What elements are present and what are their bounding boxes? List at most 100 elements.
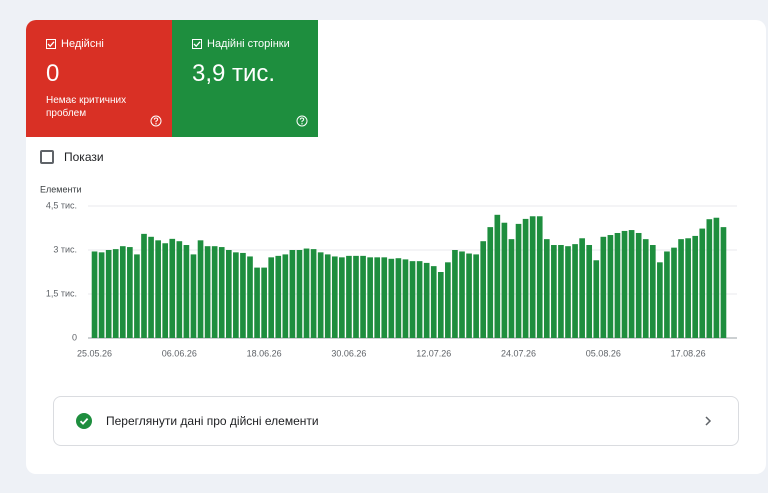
bar (423, 262, 430, 338)
bar (593, 260, 600, 338)
bar (381, 257, 388, 338)
checkbox[interactable] (40, 150, 54, 164)
bar (699, 228, 706, 338)
bar (303, 248, 310, 338)
bar (649, 245, 656, 338)
bar (494, 214, 501, 338)
bar (148, 236, 154, 338)
bar (367, 257, 373, 338)
bar (112, 249, 119, 338)
bar (190, 254, 197, 338)
bar (275, 255, 282, 338)
bar (445, 262, 451, 338)
bar (452, 250, 458, 338)
bar (247, 256, 253, 338)
bar (543, 239, 550, 338)
x-tick-label: 18.06.26 (247, 348, 282, 358)
check-icon (46, 39, 56, 49)
card: Недійсні 0 Немає критичних проблем Надій… (26, 20, 766, 474)
bar (310, 249, 317, 338)
bar (642, 239, 649, 338)
bar (261, 267, 267, 338)
bar (268, 257, 275, 338)
bar (197, 240, 204, 338)
check-icon (192, 39, 202, 49)
bar (119, 246, 126, 338)
bar (254, 267, 260, 338)
bar (162, 243, 169, 338)
bar (614, 232, 621, 338)
x-tick-label: 12.07.26 (416, 348, 451, 358)
chart: Елементи 0 1,5 тис. 3 тис. 4,5 тис. 25.05.26… (40, 184, 737, 358)
bar (628, 230, 635, 338)
y-tick-label: 3 тис. (53, 244, 77, 254)
bar (204, 246, 211, 338)
bar (339, 257, 345, 338)
bar (551, 245, 557, 338)
bar (501, 222, 508, 338)
bar (331, 256, 338, 338)
checkbox-row[interactable]: Покази (40, 150, 104, 164)
bar (692, 235, 699, 338)
x-tick-label: 05.08.26 (586, 348, 621, 358)
x-tick-label: 24.07.26 (501, 348, 536, 358)
ok-icon (76, 413, 92, 429)
bar (565, 246, 571, 338)
help-icon[interactable] (150, 115, 162, 127)
bar (466, 253, 472, 338)
y-tick-label: 0 (72, 332, 77, 342)
bar (324, 254, 331, 338)
bar (233, 252, 239, 338)
bar (685, 238, 691, 338)
tile-label-row: Надійні сторінки (192, 38, 318, 50)
bar (536, 216, 543, 338)
bar (671, 247, 677, 338)
bar (98, 252, 105, 338)
bar (105, 250, 112, 338)
chevron (705, 416, 712, 426)
bar (480, 241, 487, 338)
x-tick-label: 30.06.26 (331, 348, 366, 358)
bar (282, 254, 289, 338)
tile-subtitle: Немає критичних проблем (46, 95, 127, 119)
tile-invalid[interactable]: Недійсні 0 Немає критичних проблем (26, 20, 172, 137)
bar (430, 266, 437, 338)
bar (473, 254, 479, 338)
bar (522, 218, 529, 338)
tile-label: Недійсні (61, 38, 104, 50)
bar (706, 219, 713, 338)
bar (572, 244, 578, 338)
y-tick-label: 4,5 тис. (46, 200, 77, 210)
bar (289, 250, 296, 338)
bar (141, 233, 147, 338)
bar (657, 262, 663, 338)
bar (183, 245, 190, 338)
bar (374, 257, 381, 338)
bar (240, 252, 246, 338)
bar (664, 251, 670, 338)
bar (607, 235, 614, 338)
bar (713, 217, 720, 338)
bar (176, 241, 183, 338)
bar (558, 245, 564, 338)
x-tick-label: 17.08.26 (671, 348, 706, 358)
help-icon[interactable] (296, 115, 308, 127)
bar (621, 230, 628, 338)
bar (388, 258, 395, 338)
checkbox-label: Покази (64, 150, 104, 164)
bar (353, 255, 359, 338)
bar (155, 240, 161, 338)
bar (508, 239, 515, 338)
tile-valid[interactable]: Надійні сторінки 3,9 тис. (172, 20, 318, 137)
link-row[interactable]: Переглянути дані про дійсні елементи (53, 396, 739, 446)
bar (296, 250, 303, 338)
bar (360, 255, 366, 338)
tile-value: 0 (46, 60, 60, 87)
link-label: Переглянути дані про дійсні елементи (106, 414, 319, 428)
bar (169, 238, 176, 338)
bar (515, 223, 522, 338)
y-tick-label: 1,5 тис. (46, 288, 77, 298)
bar (635, 232, 642, 338)
bar (529, 216, 536, 338)
